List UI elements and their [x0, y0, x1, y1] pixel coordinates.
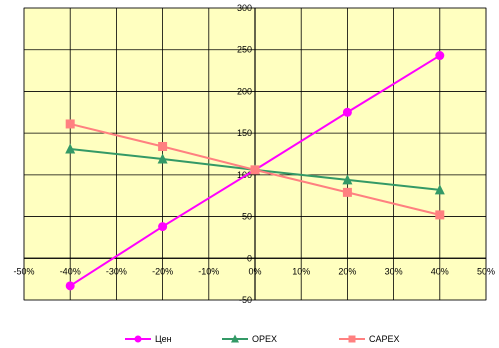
- legend-item-2: CAPEX: [339, 334, 400, 344]
- series-2: [65, 119, 445, 220]
- legend-label: OPEX: [252, 334, 277, 344]
- x-tick-label: 50%: [477, 266, 495, 276]
- legend-marker: [231, 334, 239, 343]
- legend-label: Цен: [155, 334, 172, 344]
- x-tick-label: -20%: [152, 266, 173, 276]
- x-tick-labels: -50% -40% -30% -20% -10% 0% 10% 20% 30% 40% 50%: [13, 266, 495, 276]
- data-point: [250, 165, 260, 175]
- data-point: [65, 119, 75, 129]
- axes: [24, 8, 486, 300]
- legend-item-1: OPEX: [222, 334, 277, 344]
- data-point: [342, 187, 352, 197]
- y-tick-label: 200: [237, 86, 252, 96]
- y-tick-label: 0: [247, 253, 252, 263]
- data-point: [342, 107, 352, 117]
- y-tick-label: 50: [242, 212, 252, 222]
- data-point: [435, 210, 445, 220]
- legend: Цен OPEX CAPEX: [125, 334, 400, 344]
- x-tick-label: 40%: [431, 266, 449, 276]
- x-tick-label: 10%: [292, 266, 310, 276]
- data-point: [158, 222, 168, 232]
- y-tick-label: 250: [237, 45, 252, 55]
- x-tick-label: -40%: [60, 266, 81, 276]
- x-tick-label: -10%: [198, 266, 219, 276]
- data-point: [157, 153, 168, 164]
- data-point: [435, 51, 445, 61]
- y-tick-label: 100: [237, 170, 252, 180]
- series-layer: [65, 51, 445, 291]
- legend-marker: [348, 335, 356, 343]
- y-tick-labels: -50 0 50 100 150 200 250 300: [237, 3, 252, 305]
- data-point: [342, 174, 353, 185]
- x-tick-label: 0%: [248, 266, 261, 276]
- y-tick-label: 300: [237, 3, 252, 13]
- x-tick-label: 30%: [385, 266, 403, 276]
- y-tick-label: 150: [237, 128, 252, 138]
- x-tick-label: -30%: [106, 266, 127, 276]
- x-tick-label: 20%: [338, 266, 356, 276]
- x-tick-label: -50%: [13, 266, 34, 276]
- legend-label: CAPEX: [369, 334, 400, 344]
- data-point: [158, 141, 168, 151]
- data-point: [65, 143, 76, 154]
- legend-marker: [134, 335, 142, 343]
- data-point: [65, 281, 75, 291]
- data-point: [434, 184, 445, 195]
- y-tick-label: -50: [239, 295, 252, 305]
- legend-item-0: Цен: [125, 334, 172, 344]
